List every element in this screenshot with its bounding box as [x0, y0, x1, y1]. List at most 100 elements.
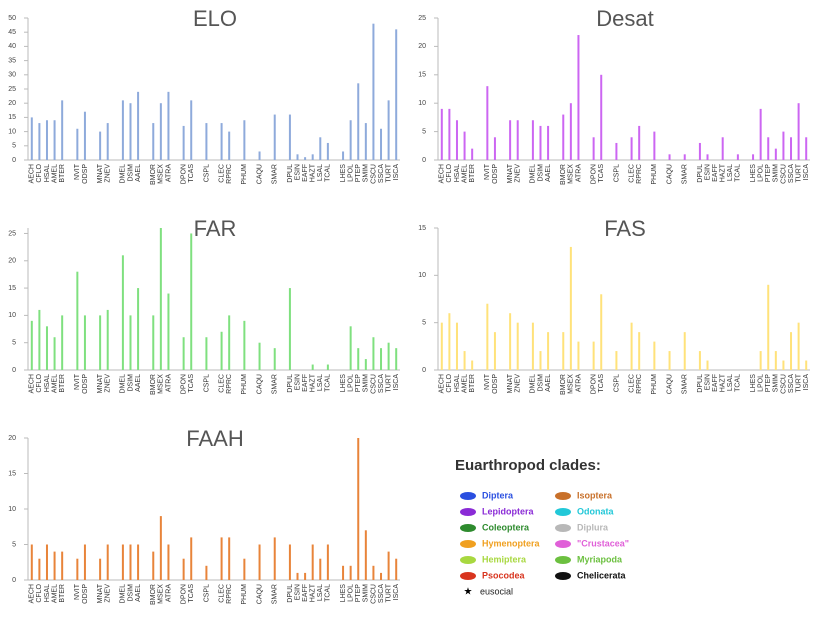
bar	[464, 132, 466, 160]
bar	[312, 545, 314, 581]
chart-title: FAAH	[186, 426, 243, 451]
bar	[593, 137, 595, 160]
x-tick-label: TCAL	[735, 164, 742, 182]
bar	[372, 24, 374, 160]
bar	[798, 323, 800, 370]
bar	[577, 35, 579, 160]
y-tick-label: 10	[8, 506, 16, 513]
y-tick-label: 20	[418, 43, 426, 50]
bar	[289, 288, 291, 370]
x-tick-label: LHES	[750, 374, 757, 393]
legend-label: "Crustacea"	[577, 538, 629, 548]
bar	[357, 438, 359, 580]
x-tick-label: CLEC	[218, 164, 225, 183]
bar	[509, 313, 511, 370]
legend-label: Hymenoptera	[482, 538, 541, 548]
bar	[486, 304, 488, 370]
bar	[129, 545, 131, 581]
bar	[767, 137, 769, 160]
bar	[653, 132, 655, 160]
bar	[737, 154, 739, 160]
bar	[342, 566, 344, 580]
x-tick-label: ZNEV	[105, 164, 112, 183]
bar	[31, 117, 33, 160]
x-tick-label: TCAL	[325, 164, 332, 182]
bar	[167, 545, 169, 581]
bar	[259, 151, 261, 160]
x-tick-label: ODSP	[82, 374, 89, 394]
bar	[122, 100, 124, 160]
bar	[494, 137, 496, 160]
bar	[707, 361, 709, 370]
x-tick-label: SSCA	[788, 374, 795, 393]
bar	[76, 272, 78, 370]
x-tick-label: DSIM	[127, 164, 134, 182]
bar	[365, 359, 367, 370]
x-tick-label: NVIT	[74, 373, 81, 390]
x-tick-label: SMIM	[363, 374, 370, 392]
x-tick-label: ESIN	[704, 164, 711, 180]
x-tick-label: DPUL	[287, 374, 294, 393]
bar	[669, 154, 671, 160]
bar	[464, 351, 466, 370]
x-tick-label: LPOL	[347, 374, 354, 392]
bar	[319, 559, 321, 580]
bar	[532, 120, 534, 160]
bar	[228, 315, 230, 370]
y-tick-label: 0	[422, 157, 426, 164]
x-tick-label: SMAR	[682, 164, 689, 184]
bar	[160, 103, 162, 160]
bar	[684, 332, 686, 370]
y-tick-label: 45	[8, 29, 16, 36]
x-tick-label: ODSP	[492, 374, 499, 394]
y-tick-label: 25	[418, 15, 426, 22]
legend-label: Myriapoda	[577, 554, 623, 564]
x-tick-label: TURT	[385, 163, 392, 182]
x-tick-label: AAEL	[545, 374, 552, 392]
legend-label: Odonata	[577, 506, 614, 516]
bar	[395, 29, 397, 160]
x-tick-label: LSAL	[727, 374, 734, 391]
y-tick-label: 0	[12, 367, 16, 374]
bar	[289, 545, 291, 581]
x-tick-label: DPUL	[287, 164, 294, 183]
bar	[600, 294, 602, 370]
x-tick-label: SSCA	[378, 584, 385, 603]
bar	[631, 137, 633, 160]
bar	[357, 348, 359, 370]
x-tick-label: CSPL	[203, 164, 210, 182]
y-tick-label: 25	[8, 230, 16, 237]
bar	[221, 537, 223, 580]
bar	[297, 154, 299, 160]
chart-title: ELO	[193, 6, 237, 31]
x-tick-label: DSIM	[537, 164, 544, 182]
bar	[221, 332, 223, 370]
x-tick-label: EAFF	[302, 374, 309, 392]
x-tick-label: AAEL	[135, 374, 142, 392]
bar	[107, 545, 109, 581]
bar	[243, 559, 245, 580]
bar	[395, 348, 397, 370]
bar	[183, 337, 185, 370]
bar	[205, 337, 207, 370]
bar	[327, 545, 329, 581]
x-tick-label: ODSP	[82, 164, 89, 184]
x-tick-label: CAQU	[666, 374, 673, 394]
bar	[38, 559, 40, 580]
x-tick-label: TCAS	[188, 584, 195, 603]
y-tick-label: 10	[418, 100, 426, 107]
x-tick-label: LHES	[340, 164, 347, 183]
y-tick-label: 0	[422, 367, 426, 374]
bar	[388, 552, 390, 580]
x-tick-label: BMOR	[560, 374, 567, 395]
bar	[539, 126, 541, 160]
x-tick-label: DMEL	[530, 164, 537, 184]
bar	[342, 151, 344, 160]
bar	[152, 552, 154, 580]
x-tick-label: MSEX	[158, 374, 165, 394]
bar	[160, 516, 162, 580]
x-tick-label: HSAL	[454, 374, 461, 392]
bar	[228, 132, 230, 160]
x-tick-label: TCAL	[325, 584, 332, 602]
bar	[456, 120, 458, 160]
